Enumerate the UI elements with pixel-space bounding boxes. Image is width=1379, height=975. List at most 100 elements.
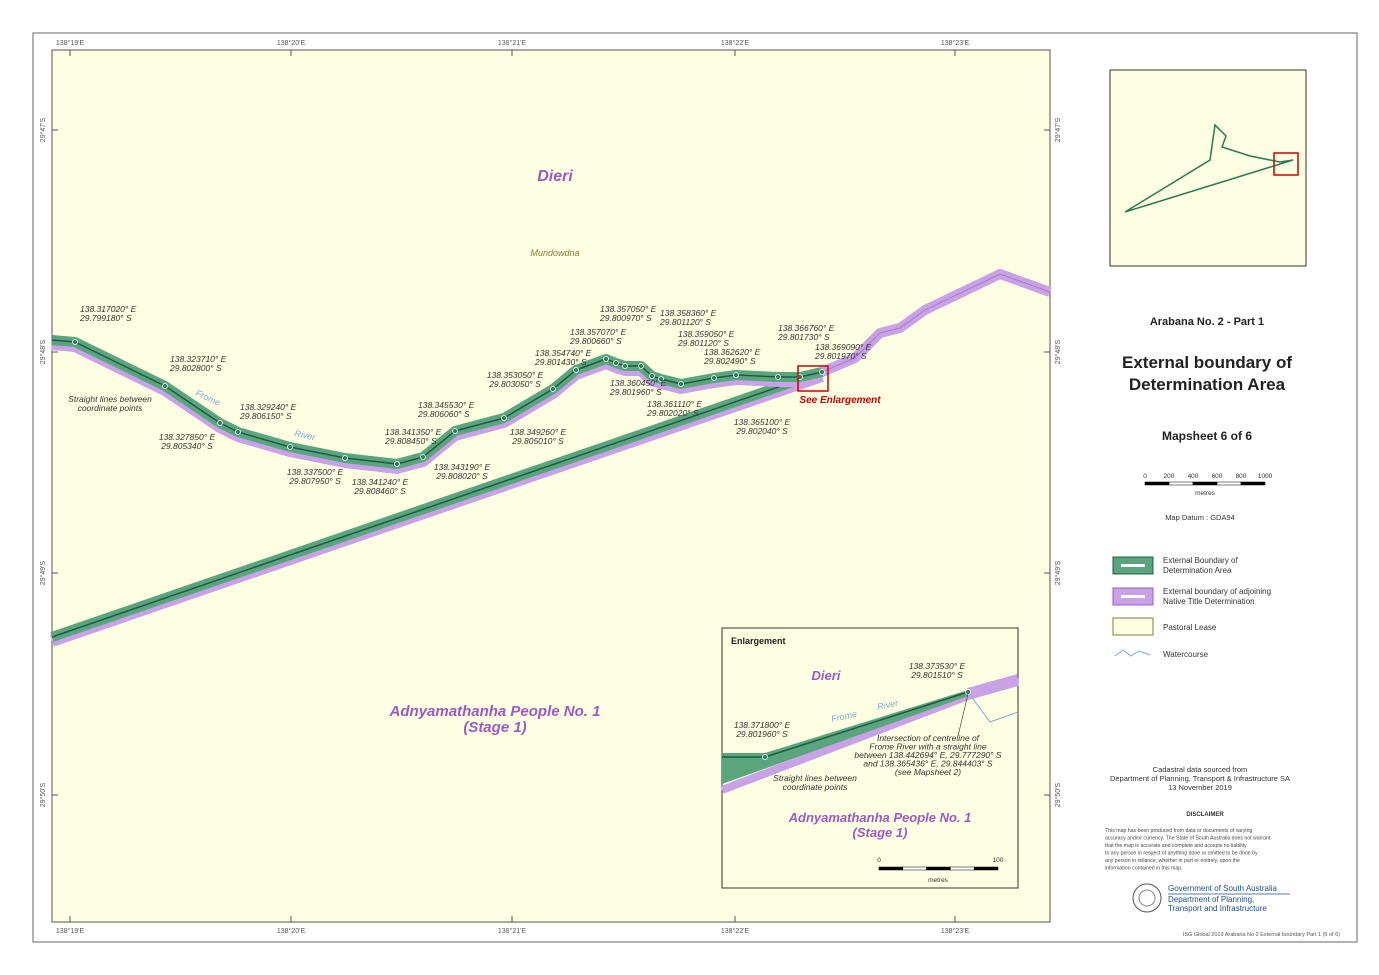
vertex [775,374,781,380]
vertex [762,754,768,760]
coordinate-label: 29.802020° S [646,408,699,418]
scale-tick: 0 [1143,473,1147,480]
coordinate-label: 138.359050° E [678,329,735,339]
intersection-note: and 138.365436° E, 29.844403° S [863,759,993,769]
note: coordinate points [78,403,143,413]
main-map: 138°19'E 138°19'E 138°20'E 138°20'E 138°21'E… [39,39,1062,935]
latitude-label: 29°47'S [39,117,47,142]
coordinate-label: 29.800660° S [569,336,622,346]
adjoining-boundary [966,674,1020,696]
datum: Map Datum : GDA94 [1165,513,1235,522]
scale-segment [1192,481,1218,486]
agency: Transport and Infrastructure [1168,904,1267,913]
vertex [622,363,628,369]
vertex [965,689,971,695]
longitude-label: 138°19'E [56,927,85,935]
scale-segment [973,866,999,871]
coordinate-label: 138.357050° E [600,304,657,314]
vertex [678,381,684,387]
scale-segment [1144,481,1170,486]
source: Department of Planning, Transport & Infr… [1110,774,1290,783]
vertex [452,428,458,434]
coordinate-label: 29.807950° S [288,476,341,486]
disclaimer: This map has been produced from data or … [1105,828,1252,834]
vertex [342,455,348,461]
leader [957,693,969,737]
locator-frame [1273,152,1299,176]
coordinate-label: 138.373530° E [909,661,966,671]
coordinate-label: 138.358360° E [660,308,717,318]
watercourse [967,691,1019,723]
project: Arabana No. 2 - Part 1 [1150,316,1264,328]
vertex [613,360,619,366]
longitude-label: 138°21'E [498,39,527,47]
vertex [162,383,168,389]
river-label: River [294,428,318,442]
agency-logo [1132,883,1162,913]
longitude-label: 138°20'E [277,39,306,47]
vertex [603,356,609,362]
coordinate-label: 29.801970° S [814,351,867,361]
scale-segment [926,866,951,871]
note: Straight lines between [68,394,152,404]
coordinate-label: 29.801120° S [659,317,711,327]
vertex [819,369,825,375]
vertex [658,376,664,382]
longitude-label: 138°20'E [277,927,306,935]
enlargement-link: See Enlargement [799,395,881,406]
agency: Government of South Australia [1168,884,1278,893]
title: External boundary of [1122,353,1292,372]
legend-swatch [1121,595,1145,598]
scale-tick: 200 [1164,473,1175,480]
coordinate-label: 29.801960° S [609,387,662,397]
coordinate-label: 29.801960° S [735,729,788,739]
coordinate-label: 138.343190° E [434,462,491,472]
disclaimer: accuracy and/or currency. The State of S… [1105,836,1271,842]
legend-label: Pastoral Lease [1163,623,1217,632]
region-label: Adnyamathanha People No. 1 [389,703,601,720]
region-label: Mundowdna [530,248,579,258]
coordinate-label: 138.349260° E [510,427,567,437]
coordinate-label: 29.803050° S [488,379,541,389]
coordinate-label: 29.806060° S [417,409,470,419]
legend-swatch [1112,617,1154,636]
scale-segment [1168,481,1194,486]
vertex [235,429,241,435]
disclaimer: any person in reliance, whether in part … [1105,858,1240,864]
legend-label: Determination Area [1163,566,1232,575]
longitude-label: 138°22'E [721,927,750,935]
source: 13 November 2019 [1168,783,1232,792]
scale-tick: 800 [1236,473,1247,480]
disclaimer: information contained in this map. [1105,866,1183,872]
disclaimer: that the map is accurate and complete an… [1105,843,1247,849]
coordinate-label: 29.801510° S [910,670,963,680]
vertex [72,339,78,345]
adjoining-centre [821,273,1051,373]
disclaimer: to any person in respect of anything don… [1105,851,1258,857]
scale-segment [902,866,927,871]
coordinate-label: 29.800970° S [599,313,652,323]
coordinate-label: 29.802490° S [703,356,756,366]
legend-label: Watercourse [1163,650,1209,659]
note: Straight lines between [773,773,857,783]
legend-swatch [1114,649,1151,657]
coordinate-label: 138.317020° E [80,304,137,314]
latitude-label: 29°49'S [39,560,47,585]
enlargement-inset: Enlargement 138.373530° E29.801510° S 138.… [720,627,1020,889]
determination-area [722,690,968,784]
vertex [550,386,556,392]
coordinate-label: 29.801730° S [777,332,830,342]
side-panel: Arabana No. 2 - Part 1 External boundary … [1105,69,1340,938]
coordinate-label: 138.360450° E [610,378,667,388]
vertex [711,375,717,381]
scale-unit: metres [928,877,949,884]
vertex [649,373,655,379]
coordinate-label: 29.801430° S [534,357,587,367]
boundary-centre [51,371,823,638]
coordinate-label: 138.341350° E [385,427,442,437]
coordinate-label: 29.799180° S [79,313,132,323]
latitude-label: 29°50'S [39,782,47,807]
coordinate-label: 29.805340° S [160,441,213,451]
coordinate-label: 138.362620° E [704,347,761,357]
